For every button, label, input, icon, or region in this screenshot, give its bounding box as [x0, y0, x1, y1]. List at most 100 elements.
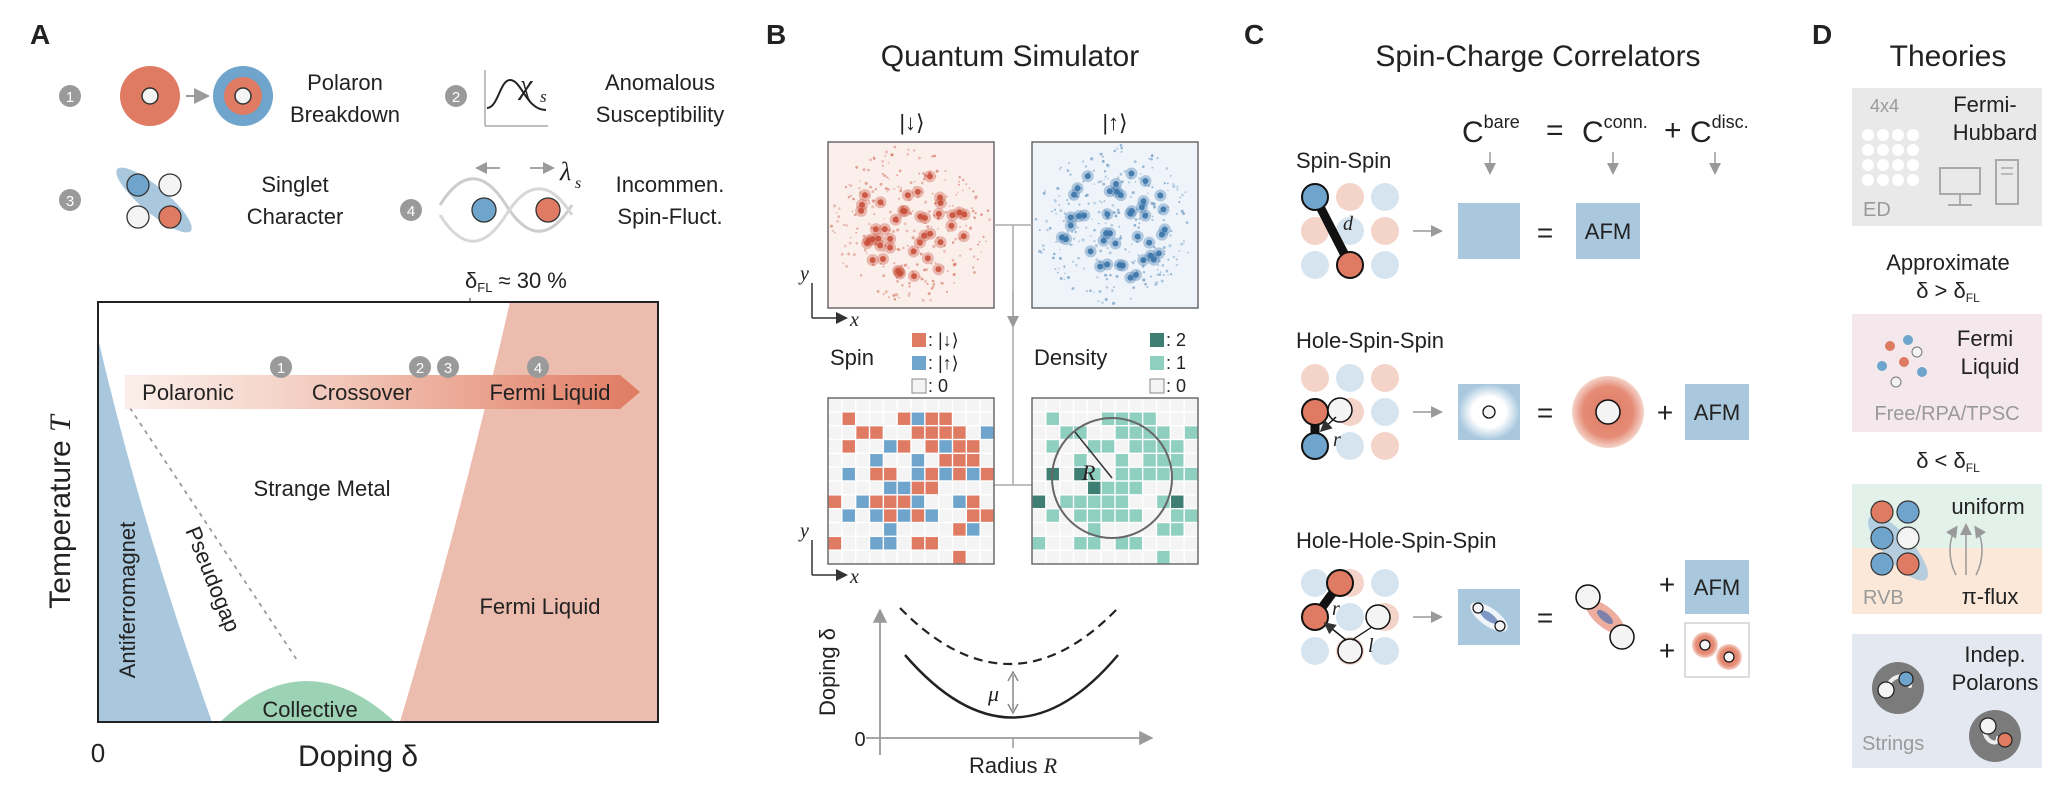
- noise-dot: [1066, 275, 1071, 280]
- noise-dot: [954, 237, 958, 241]
- noise-dot: [1182, 242, 1185, 245]
- noise-dot: [973, 270, 976, 274]
- noise-dot: [884, 187, 888, 190]
- noise-dot: [1134, 217, 1138, 221]
- noise-dot: [1142, 270, 1146, 274]
- row-hole-spin-spin: Hole-Spin-Spin r = + AFM: [1296, 328, 1749, 460]
- density-cell: [1060, 398, 1073, 412]
- arrow-badge-4: [527, 356, 549, 378]
- lattice-site-icon: [1877, 129, 1889, 141]
- noise-dot: [1185, 221, 1189, 224]
- wave-grey-icon: [438, 177, 574, 233]
- spin-label: Spin: [830, 345, 874, 370]
- atom-dot: [1146, 239, 1153, 246]
- x-axis-label: Doping δ: [298, 740, 418, 773]
- noise-dot: [911, 236, 915, 240]
- spin-cell: [980, 495, 994, 508]
- noise-dot: [936, 216, 940, 220]
- density-cell: [1157, 537, 1170, 550]
- noise-dot: [899, 216, 902, 219]
- axis-y-label: y: [798, 520, 809, 542]
- legend-density-2: : 2: [1166, 330, 1186, 350]
- image-spin-up: [1031, 141, 1199, 309]
- density-cell: [1184, 467, 1198, 481]
- density-cell: [1115, 509, 1129, 522]
- noise-dot: [1150, 157, 1153, 161]
- noise-dot: [928, 171, 932, 174]
- density-cell: [1184, 426, 1198, 439]
- noise-dot: [863, 248, 867, 252]
- noise-dot: [925, 268, 929, 272]
- density-cell: [1171, 550, 1184, 564]
- noise-dot: [862, 168, 866, 172]
- noise-dot: [959, 254, 962, 257]
- spin-cell: [828, 495, 842, 508]
- noise-dot: [900, 187, 903, 190]
- noise-dot: [945, 202, 948, 205]
- atom-dot: [904, 192, 911, 199]
- density-cell: [1171, 398, 1184, 412]
- region-label-strange-metal: Strange Metal: [254, 476, 391, 501]
- noise-dot: [1113, 211, 1116, 215]
- noise-dot: [986, 209, 990, 212]
- item-1-line2: Breakdown: [290, 102, 400, 127]
- noise-dot: [984, 240, 987, 243]
- noise-dot: [833, 231, 836, 234]
- atom-dot: [956, 209, 963, 216]
- density-cell: [1184, 454, 1198, 467]
- noise-dot: [1066, 169, 1070, 173]
- bg-site-icon: [1371, 569, 1399, 597]
- spin-cell: [925, 398, 938, 412]
- noise-dot: [933, 240, 936, 243]
- noise-dot: [859, 274, 863, 277]
- noise-dot: [1053, 252, 1056, 256]
- lambda-sub: s: [575, 175, 581, 192]
- noise-dot: [843, 223, 847, 227]
- noise-dot: [1175, 188, 1179, 191]
- atom-dot: [1158, 231, 1165, 238]
- noise-dot: [1087, 202, 1090, 205]
- density-cell: [1143, 550, 1156, 564]
- spin-cell: [884, 467, 897, 481]
- box-4-line1: Indep.: [1964, 642, 2025, 667]
- noise-dot: [968, 187, 971, 189]
- badge-3: [59, 189, 81, 211]
- noise-dot: [1080, 187, 1083, 190]
- atom-dot: [1161, 226, 1168, 233]
- noise-dot: [837, 207, 841, 210]
- noise-dot: [1107, 177, 1109, 180]
- noise-dot: [1099, 249, 1103, 253]
- spin-cell: [911, 509, 925, 522]
- spin-cell: [925, 537, 938, 550]
- noise-dot: [958, 180, 961, 183]
- density-cell: [1129, 454, 1142, 467]
- density-cell: [1074, 454, 1087, 467]
- lattice-site-icon: [1892, 144, 1904, 156]
- spin-cell: [925, 467, 938, 481]
- noise-dot: [1131, 260, 1134, 264]
- noise-dot: [896, 174, 899, 177]
- noise-dot: [1170, 230, 1173, 233]
- badge-2-text: 2: [452, 89, 460, 106]
- header-equals: =: [1546, 114, 1564, 147]
- noise-dot: [1106, 246, 1109, 250]
- noise-dot: [972, 190, 975, 193]
- spin-cell: [856, 481, 869, 495]
- noise-dot: [1151, 155, 1153, 157]
- spin-cell: [842, 467, 855, 481]
- noise-dot: [930, 225, 933, 228]
- spin-cell: [884, 398, 897, 412]
- item-polaron-breakdown: 1 Polaron Breakdown: [59, 66, 400, 127]
- atom-dot: [1133, 271, 1140, 278]
- noise-dot: [1098, 200, 1101, 203]
- spin-cell: [953, 412, 966, 425]
- noise-dot: [930, 286, 934, 290]
- atom-dot: [910, 248, 917, 255]
- noise-dot: [922, 172, 925, 175]
- spin-cell: [911, 537, 925, 550]
- legend-spin-up: : |↑⟩: [928, 353, 959, 373]
- atom-dot: [877, 242, 884, 249]
- atom-dot: [1127, 210, 1134, 217]
- spin-cell: [884, 509, 897, 522]
- noise-dot: [1059, 277, 1063, 280]
